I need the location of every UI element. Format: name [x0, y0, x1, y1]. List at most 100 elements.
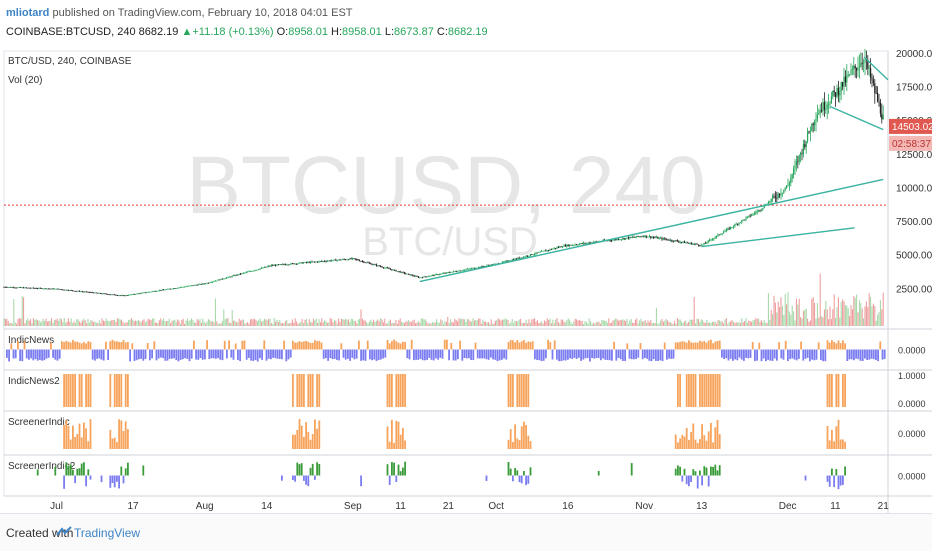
- screener2-bar: [716, 470, 719, 476]
- volume-bar: [259, 318, 261, 326]
- candle-body: [311, 261, 313, 263]
- candle-body: [412, 274, 414, 276]
- candle-body: [205, 283, 207, 285]
- volume-bar: [525, 319, 527, 326]
- news-bar: [118, 374, 120, 407]
- screener2-bar: [124, 468, 127, 476]
- screener2-bar: [67, 465, 70, 476]
- candle-body: [562, 246, 564, 248]
- candle-body: [74, 290, 76, 292]
- sentiment-bar: [547, 339, 549, 350]
- volume-bar: [165, 321, 167, 326]
- candle-body: [282, 264, 284, 265]
- candle-body: [457, 271, 459, 273]
- candle-body: [191, 285, 193, 287]
- volume-bar: [231, 309, 233, 326]
- sentiment-bar: [72, 339, 74, 350]
- volume-bar: [189, 319, 191, 326]
- volume-bar: [412, 320, 414, 326]
- screener2-bar: [300, 463, 303, 476]
- volume-bar: [409, 321, 411, 326]
- candle-body: [88, 292, 90, 293]
- candle-body: [401, 271, 403, 273]
- volume-bar: [718, 320, 720, 326]
- volume-bar: [655, 307, 657, 326]
- sentiment-bar: [637, 349, 640, 358]
- volume-bar: [521, 322, 523, 326]
- candle-body: [228, 276, 230, 278]
- candle-body: [441, 273, 443, 275]
- volume-bar: [333, 319, 335, 326]
- screener-bar: [707, 431, 710, 449]
- volume-bar: [751, 321, 753, 326]
- volume-bar: [779, 306, 781, 326]
- candle-body: [573, 244, 575, 246]
- candle-body: [321, 261, 323, 262]
- screener-bar: [688, 439, 690, 449]
- sentiment-bar: [58, 349, 61, 359]
- screener2-bar: [523, 471, 525, 476]
- volume-bar: [804, 309, 806, 326]
- candle-body: [300, 262, 302, 264]
- volume-bar: [430, 323, 432, 326]
- volume-bar: [443, 323, 445, 326]
- sentiment-bar: [223, 340, 226, 350]
- candle-body: [7, 287, 9, 288]
- sentiment-bar: [369, 349, 371, 360]
- volume-bar: [174, 319, 176, 326]
- candle-body: [137, 293, 139, 295]
- volume-bar: [742, 322, 744, 326]
- symbol-label[interactable]: COINBASE:BTCUSD, 240: [6, 26, 136, 38]
- sentiment-bar: [580, 349, 582, 361]
- candle-body: [520, 257, 522, 259]
- sentiment-bar: [358, 340, 360, 350]
- author-link[interactable]: mliotard: [6, 7, 50, 19]
- sentiment-bar: [828, 342, 831, 350]
- candle-body: [109, 294, 111, 296]
- sentiment-bar: [265, 349, 268, 361]
- candle-body: [625, 238, 627, 240]
- volume-bar: [870, 296, 872, 326]
- screener-bar: [111, 438, 114, 449]
- news-bar: [67, 374, 70, 407]
- screener-bar: [831, 429, 833, 449]
- volume-bar: [339, 321, 341, 326]
- screener2-bar: [85, 475, 87, 487]
- volume-bar: [164, 321, 166, 326]
- candle-body: [650, 236, 652, 238]
- candle-body: [452, 271, 454, 273]
- volume-bar: [546, 318, 548, 326]
- candle-body: [807, 131, 809, 142]
- volume-bar: [455, 320, 457, 326]
- published-text: published on TradingView.com, February 1…: [49, 7, 353, 19]
- volume-bar: [125, 322, 127, 326]
- candle-body: [790, 178, 792, 184]
- tradingview-brand-link[interactable]: TradingView: [74, 526, 141, 540]
- volume-bar: [220, 323, 222, 326]
- candle-body: [724, 230, 726, 233]
- volume-bar: [494, 320, 496, 326]
- volume-bar: [700, 319, 702, 326]
- screener-bar: [705, 440, 708, 449]
- screener2-bar: [844, 466, 846, 476]
- news-bar: [707, 374, 710, 407]
- volume-bar: [440, 319, 442, 326]
- volume-bar: [594, 323, 596, 326]
- volume-bar: [21, 295, 23, 326]
- candle-body: [517, 257, 519, 259]
- candle-body: [465, 269, 467, 271]
- sentiment-bar: [448, 349, 450, 361]
- candle-body: [685, 242, 687, 244]
- sentiment-bar: [362, 349, 365, 361]
- sentiment-bar: [14, 349, 17, 359]
- candle-body: [668, 240, 670, 241]
- volume-bar: [692, 319, 694, 326]
- sentiment-bar: [877, 349, 879, 362]
- sentiment-bar: [17, 340, 19, 350]
- screener-bar: [118, 419, 120, 449]
- volume-bar: [370, 319, 372, 326]
- sentiment-bar: [729, 349, 732, 359]
- sentiment-bar: [454, 349, 457, 361]
- volume-bar: [654, 323, 656, 326]
